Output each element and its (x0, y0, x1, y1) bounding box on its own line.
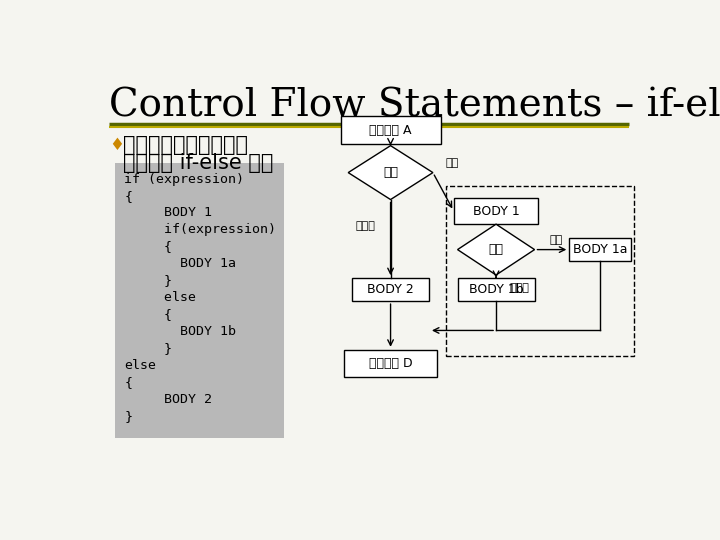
Text: BODY 1a: BODY 1a (572, 243, 627, 256)
Text: BODY 1: BODY 1 (124, 206, 212, 219)
FancyBboxPatch shape (115, 163, 284, 438)
Text: {: { (124, 308, 172, 321)
Text: if(expression): if(expression) (124, 224, 276, 237)
Text: 程式段落 D: 程式段落 D (369, 357, 413, 370)
Text: if (expression): if (expression) (124, 173, 244, 186)
Text: 條件: 條件 (383, 166, 398, 179)
Text: 不成立: 不成立 (356, 221, 376, 232)
Text: BODY 1b: BODY 1b (124, 325, 236, 338)
FancyBboxPatch shape (341, 117, 441, 144)
Text: {: { (124, 190, 132, 202)
Text: BODY 2: BODY 2 (124, 393, 212, 406)
FancyBboxPatch shape (454, 198, 539, 224)
Text: 成立: 成立 (446, 158, 459, 168)
Text: 使用巢狀 if-else 敍述: 使用巢狀 if-else 敍述 (122, 153, 273, 173)
Text: 較複雜的情況，我們會: 較複雜的情況，我們會 (122, 135, 248, 155)
Text: BODY 1a: BODY 1a (124, 257, 236, 271)
Text: BODY 2: BODY 2 (367, 283, 414, 296)
Text: }: } (124, 274, 172, 287)
FancyBboxPatch shape (457, 278, 534, 301)
Text: BODY 1: BODY 1 (472, 205, 519, 218)
Text: 成立: 成立 (549, 235, 563, 245)
Text: }: } (124, 342, 172, 355)
Text: 條件: 條件 (489, 243, 503, 256)
Text: else: else (124, 359, 156, 372)
Polygon shape (348, 146, 433, 200)
Polygon shape (457, 224, 534, 275)
FancyBboxPatch shape (344, 350, 437, 377)
Text: BODY 1b: BODY 1b (469, 283, 523, 296)
FancyBboxPatch shape (570, 238, 631, 261)
Text: ♦: ♦ (109, 136, 124, 154)
Text: }: } (124, 410, 132, 423)
Text: Control Flow Statements – if-else: Control Flow Statements – if-else (109, 88, 720, 125)
Text: 不成立: 不成立 (509, 283, 529, 293)
Text: {: { (124, 376, 132, 389)
Text: {: { (124, 240, 172, 253)
Text: 程式段落 A: 程式段落 A (369, 124, 412, 137)
FancyBboxPatch shape (352, 278, 429, 301)
Text: else: else (124, 291, 196, 304)
